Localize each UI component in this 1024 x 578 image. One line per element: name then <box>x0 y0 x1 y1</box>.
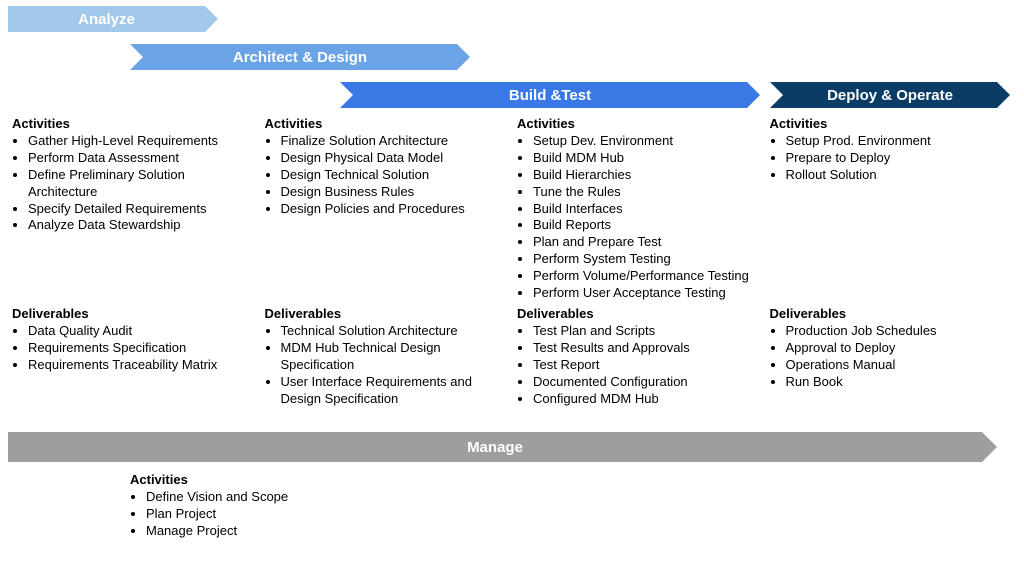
list-item: Requirements Traceability Matrix <box>28 357 255 374</box>
col-architect: Activities Finalize Solution Architectur… <box>265 116 508 314</box>
chevron-tip-icon <box>997 82 1010 108</box>
list-item: Build MDM Hub <box>533 150 760 167</box>
deliverables-heading: Deliverables <box>517 306 760 321</box>
deliverables-list: Data Quality AuditRequirements Specifica… <box>12 323 255 374</box>
list-item: Documented Configuration <box>533 374 760 391</box>
phase-architect: Architect & Design <box>130 44 470 70</box>
deliverables-list: Production Job SchedulesApproval to Depl… <box>770 323 1013 391</box>
deliverables-heading: Deliverables <box>265 306 508 321</box>
list-item: Configured MDM Hub <box>533 391 760 408</box>
activities-list: Define Vision and ScopePlan ProjectManag… <box>130 489 430 540</box>
phase-analyze: Analyze <box>8 6 218 32</box>
chevron-notch-icon <box>770 82 783 108</box>
list-item: Perform User Acceptance Testing <box>533 285 760 302</box>
col-architect-deliv: Deliverables Technical Solution Architec… <box>265 306 508 419</box>
activities-list: Setup Dev. EnvironmentBuild MDM HubBuild… <box>517 133 760 302</box>
list-item: Perform Volume/Performance Testing <box>533 268 760 285</box>
list-item: Data Quality Audit <box>28 323 255 340</box>
list-item: Perform System Testing <box>533 251 760 268</box>
list-item: Run Book <box>786 374 1013 391</box>
list-item: Design Policies and Procedures <box>281 201 508 218</box>
list-item: Design Business Rules <box>281 184 508 201</box>
list-item: Plan and Prepare Test <box>533 234 760 251</box>
list-item: Perform Data Assessment <box>28 150 255 167</box>
chevron-tip-icon <box>205 6 218 32</box>
list-item: Build Reports <box>533 217 760 234</box>
chevron-notch-icon <box>340 82 353 108</box>
phase-build-body: Build &Test <box>353 82 747 108</box>
phase-manage-body: Manage <box>8 432 982 462</box>
chevron-tip-icon <box>747 82 760 108</box>
list-item: Tune the Rules <box>533 184 760 201</box>
col-build: Activities Setup Dev. EnvironmentBuild M… <box>517 116 760 314</box>
list-item: Setup Prod. Environment <box>786 133 1013 150</box>
list-item: Setup Dev. Environment <box>533 133 760 150</box>
col-deploy-deliv: Deliverables Production Job SchedulesApp… <box>770 306 1013 419</box>
phase-manage: Manage <box>8 432 997 462</box>
list-item: Requirements Specification <box>28 340 255 357</box>
activities-heading: Activities <box>265 116 508 131</box>
activities-heading: Activities <box>130 472 430 487</box>
activities-list: Finalize Solution ArchitectureDesign Phy… <box>265 133 508 217</box>
list-item: Approval to Deploy <box>786 340 1013 357</box>
list-item: Specify Detailed Requirements <box>28 201 255 218</box>
phase-deploy-body: Deploy & Operate <box>783 82 997 108</box>
list-item: Build Interfaces <box>533 201 760 218</box>
list-item: Manage Project <box>146 523 430 540</box>
list-item: Operations Manual <box>786 357 1013 374</box>
deliverables-list: Technical Solution ArchitectureMDM Hub T… <box>265 323 508 407</box>
list-item: Build Hierarchies <box>533 167 760 184</box>
activities-list: Gather High-Level RequirementsPerform Da… <box>12 133 255 234</box>
activities-heading: Activities <box>12 116 255 131</box>
deliverables-row: Deliverables Data Quality AuditRequireme… <box>12 306 1012 419</box>
list-item: Design Technical Solution <box>281 167 508 184</box>
list-item: User Interface Requirements and Design S… <box>281 374 508 408</box>
activities-list: Setup Prod. EnvironmentPrepare to Deploy… <box>770 133 1013 184</box>
phase-deploy: Deploy & Operate <box>770 82 1010 108</box>
list-item: Technical Solution Architecture <box>281 323 508 340</box>
phase-analyze-body: Analyze <box>8 6 205 32</box>
list-item: MDM Hub Technical Design Specification <box>281 340 508 374</box>
list-item: Prepare to Deploy <box>786 150 1013 167</box>
list-item: Define Preliminary Solution Architecture <box>28 167 255 201</box>
list-item: Plan Project <box>146 506 430 523</box>
list-item: Test Results and Approvals <box>533 340 760 357</box>
chevron-tip-icon <box>457 44 470 70</box>
deliverables-heading: Deliverables <box>770 306 1013 321</box>
phase-build: Build &Test <box>340 82 760 108</box>
activities-heading: Activities <box>770 116 1013 131</box>
list-item: Test Report <box>533 357 760 374</box>
chevron-tip-icon <box>982 432 997 462</box>
list-item: Analyze Data Stewardship <box>28 217 255 234</box>
activities-row: Activities Gather High-Level Requirement… <box>12 116 1012 314</box>
col-build-deliv: Deliverables Test Plan and ScriptsTest R… <box>517 306 760 419</box>
list-item: Test Plan and Scripts <box>533 323 760 340</box>
deliverables-heading: Deliverables <box>12 306 255 321</box>
phase-architect-body: Architect & Design <box>143 44 457 70</box>
list-item: Production Job Schedules <box>786 323 1013 340</box>
manage-activities: Activities Define Vision and ScopePlan P… <box>130 472 430 540</box>
activities-heading: Activities <box>517 116 760 131</box>
list-item: Finalize Solution Architecture <box>281 133 508 150</box>
chevron-notch-icon <box>130 44 143 70</box>
col-analyze: Activities Gather High-Level Requirement… <box>12 116 255 314</box>
list-item: Rollout Solution <box>786 167 1013 184</box>
deliverables-list: Test Plan and ScriptsTest Results and Ap… <box>517 323 760 407</box>
list-item: Gather High-Level Requirements <box>28 133 255 150</box>
col-deploy: Activities Setup Prod. EnvironmentPrepar… <box>770 116 1013 314</box>
list-item: Define Vision and Scope <box>146 489 430 506</box>
col-analyze-deliv: Deliverables Data Quality AuditRequireme… <box>12 306 255 419</box>
list-item: Design Physical Data Model <box>281 150 508 167</box>
